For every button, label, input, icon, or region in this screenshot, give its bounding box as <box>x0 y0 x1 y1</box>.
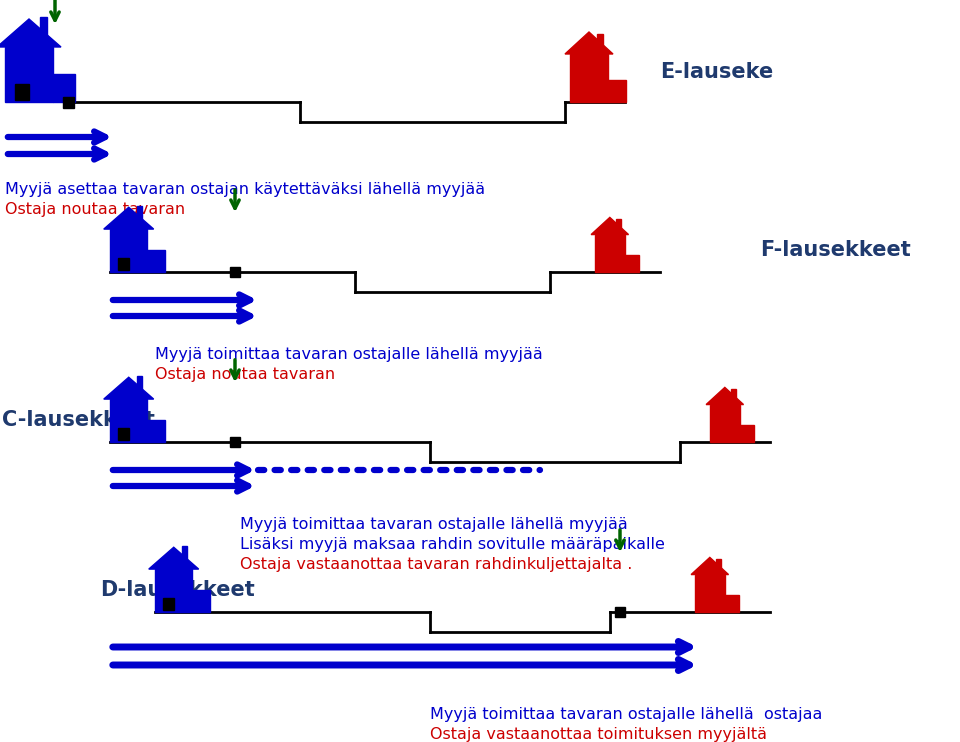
Bar <box>118 428 129 441</box>
Text: Myyjä toimittaa tavaran ostajalle lähellä  ostajaa: Myyjä toimittaa tavaran ostajalle lähell… <box>430 707 823 722</box>
Bar <box>110 399 148 442</box>
Bar <box>732 389 736 400</box>
Text: Myyjä toimittaa tavaran ostajalle lähellä myyjää: Myyjä toimittaa tavaran ostajalle lähell… <box>155 347 542 362</box>
Bar <box>230 267 240 277</box>
Polygon shape <box>565 32 613 54</box>
Text: Ostaja vastaanottaa toimituksen myyjältä: Ostaja vastaanottaa toimituksen myyjältä <box>430 727 767 742</box>
Bar <box>597 34 604 48</box>
Bar <box>710 404 739 442</box>
Bar <box>148 420 164 442</box>
Polygon shape <box>104 377 154 399</box>
Bar <box>163 598 174 611</box>
Text: Myyjä asettaa tavaran ostajan käytettäväksi lähellä myyjää: Myyjä asettaa tavaran ostajan käytettävä… <box>5 182 485 197</box>
Bar <box>39 17 46 35</box>
Bar <box>155 569 192 612</box>
Polygon shape <box>104 207 154 229</box>
Bar <box>118 258 129 270</box>
Bar <box>182 545 187 559</box>
Bar <box>625 255 638 272</box>
Text: C-lausekkeet: C-lausekkeet <box>2 410 155 430</box>
Bar <box>725 595 738 612</box>
Polygon shape <box>591 217 629 234</box>
Bar <box>615 607 625 617</box>
Bar <box>53 74 75 102</box>
Bar <box>608 80 626 102</box>
Bar <box>230 437 240 447</box>
Text: Lisäksi myyjä maksaa rahdin sovitulle määräpaikalle: Lisäksi myyjä maksaa rahdin sovitulle mä… <box>240 537 665 552</box>
Bar <box>616 219 621 230</box>
Polygon shape <box>691 557 729 574</box>
Bar <box>192 590 209 612</box>
Text: Ostaja vastaanottaa tavaran rahdinkuljettajalta .: Ostaja vastaanottaa tavaran rahdinkuljet… <box>240 557 633 572</box>
Bar <box>695 574 725 612</box>
Text: E-lauseke: E-lauseke <box>660 62 773 82</box>
Bar <box>137 375 142 390</box>
Text: Ostaja noutaa tavaran: Ostaja noutaa tavaran <box>155 367 335 382</box>
Bar <box>137 206 142 220</box>
Bar <box>595 234 625 272</box>
Bar <box>716 559 721 570</box>
Bar <box>110 229 148 272</box>
Polygon shape <box>707 387 744 404</box>
Text: F-lausekkeet: F-lausekkeet <box>760 240 911 260</box>
Bar <box>570 54 608 102</box>
Text: Myyjä toimittaa tavaran ostajalle lähellä myyjää: Myyjä toimittaa tavaran ostajalle lähell… <box>240 517 628 532</box>
Bar <box>148 250 164 272</box>
Polygon shape <box>0 19 61 47</box>
Polygon shape <box>149 548 199 569</box>
Bar <box>15 84 29 100</box>
Text: D-lausekkeet: D-lausekkeet <box>100 580 254 600</box>
Bar <box>62 96 74 108</box>
Bar <box>739 425 754 442</box>
Text: Ostaja noutaa tavaran: Ostaja noutaa tavaran <box>5 202 185 217</box>
Bar <box>5 47 53 102</box>
